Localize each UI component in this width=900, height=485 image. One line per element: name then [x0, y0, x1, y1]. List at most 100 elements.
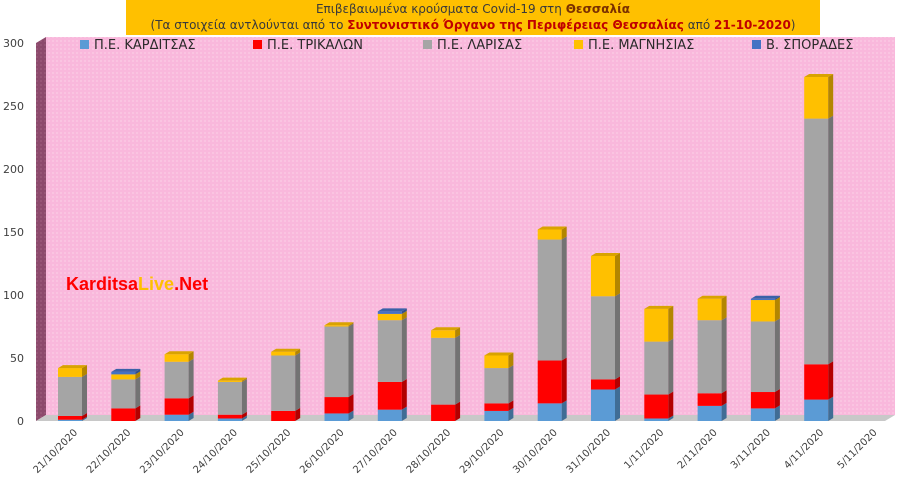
bar-segment-side [561, 400, 567, 421]
bar-segment-side [774, 318, 780, 393]
x-tick-label: 31/10/2020 [565, 427, 614, 476]
bar-segment [484, 403, 509, 411]
bar-segment [484, 368, 509, 404]
bar-segment [591, 389, 615, 421]
bar-segment [537, 360, 562, 404]
bar-segment-side [508, 400, 514, 411]
bar-segment [164, 398, 189, 415]
bar-segment-side [348, 323, 354, 398]
bar-segment-side [135, 368, 141, 375]
watermark-part-2: Live [138, 274, 174, 294]
bar-segment [431, 337, 456, 405]
bar-top [111, 368, 141, 372]
bar-segment-side [774, 405, 780, 421]
bar-segment [484, 355, 509, 369]
bar-top [537, 226, 567, 230]
bar-segment-side [828, 74, 834, 119]
legend-swatch [253, 40, 262, 49]
bar-segment-side [828, 396, 834, 421]
bar-segment [804, 118, 829, 365]
x-tick-label: 27/10/2020 [351, 427, 400, 476]
chart-title-banner: Επιβεβαιωμένα κρούσματα Covid-19 στη Θεσ… [126, 0, 820, 35]
bar-segment [271, 410, 296, 421]
bar-segment-side [188, 358, 194, 399]
bar-segment [377, 313, 402, 321]
bar-segment [164, 354, 189, 362]
bar-segment [164, 414, 189, 421]
x-tick-label: 24/10/2020 [191, 427, 240, 476]
bar-segment [111, 379, 136, 409]
subtitle-source: Συντονιστικό Όργανο της Περιφέρειας Θεσσ… [347, 18, 684, 32]
legend-label: Π.Ε. ΜΑΓΝΗΣΙΑΣ [588, 38, 694, 53]
x-tick-label: 1/11/2020 [622, 427, 666, 471]
bar-top [804, 74, 834, 78]
bar-segment [217, 381, 242, 415]
bar-segment [750, 408, 775, 421]
bar-segment-side [561, 236, 567, 361]
bar-segment [750, 321, 775, 393]
bar-segment-side [295, 348, 301, 356]
bar-segment-side [188, 395, 194, 415]
bar-segment-side [401, 308, 407, 314]
bar-segment-side [241, 378, 247, 415]
plot-floor [36, 415, 895, 421]
bar-top [271, 348, 301, 352]
x-tick-label: 30/10/2020 [511, 427, 560, 476]
bar-segment [217, 414, 242, 419]
bar-segment-side [668, 415, 674, 421]
x-tick-label: 2/11/2020 [676, 427, 720, 471]
bar-segment [324, 397, 349, 414]
legend-label: Π.Ε. ΤΡΙΚΑΛΩΝ [267, 38, 363, 53]
y-tick-label: 50 [10, 352, 24, 365]
x-tick-label: 21/10/2020 [32, 427, 81, 476]
bar-segment-side [721, 317, 727, 394]
bar-top [431, 327, 461, 331]
bar-segment-side [401, 317, 407, 382]
subtitle-prefix: (Τα στοιχεία αντλούνται από το [150, 18, 348, 32]
y-tick-label: 150 [3, 226, 24, 239]
bar-top [697, 295, 727, 299]
bar-segment-side [774, 295, 780, 301]
bar-segment-side [401, 378, 407, 410]
subtitle-mid: από [683, 18, 715, 32]
bar-segment [58, 419, 82, 421]
bar-segment [804, 399, 829, 421]
bar-segment-side [828, 361, 834, 400]
bar-segment [697, 405, 722, 421]
x-tick-label: 28/10/2020 [405, 427, 454, 476]
bar-segment-side [82, 416, 87, 421]
bar-top [750, 295, 780, 299]
bar-segment-side [615, 376, 620, 390]
bar-segment [217, 380, 242, 382]
x-tick-label: 22/10/2020 [85, 427, 134, 476]
bars-group [58, 74, 834, 421]
bar-segment [377, 409, 402, 421]
x-axis: 21/10/2020 22/10/2020 23/10/2020 24/10/2020… [32, 427, 880, 476]
bar-segment [164, 361, 189, 399]
legend-swatch [752, 40, 761, 49]
bar-segment [750, 298, 775, 301]
bar-segment [324, 325, 349, 327]
legend-label: Π.Ε. ΚΑΡΔΙΤΣΑΣ [94, 38, 196, 53]
x-tick-label: 23/10/2020 [138, 427, 187, 476]
bar-segment [271, 351, 296, 356]
bar-segment [644, 308, 669, 342]
bar-segment [750, 392, 775, 409]
bar-segment-side [401, 310, 407, 321]
watermark-part-3: .Net [174, 274, 208, 294]
title-text: Επιβεβαιωμένα κρούσματα Covid-19 στη [315, 2, 566, 16]
y-tick-label: 250 [3, 100, 24, 113]
bar-segment [644, 394, 669, 419]
bar-segment-side [295, 407, 301, 421]
bar-segment [750, 300, 775, 322]
legend-swatch [574, 40, 583, 49]
bar-segment [537, 403, 562, 421]
legend-swatch [423, 40, 432, 49]
bar-segment-side [668, 305, 674, 342]
bar-segment-side [348, 394, 354, 414]
plot-side-wall [36, 37, 46, 421]
bar-segment [324, 326, 349, 398]
bar-segment [431, 330, 456, 338]
bar-segment-side [508, 365, 514, 404]
